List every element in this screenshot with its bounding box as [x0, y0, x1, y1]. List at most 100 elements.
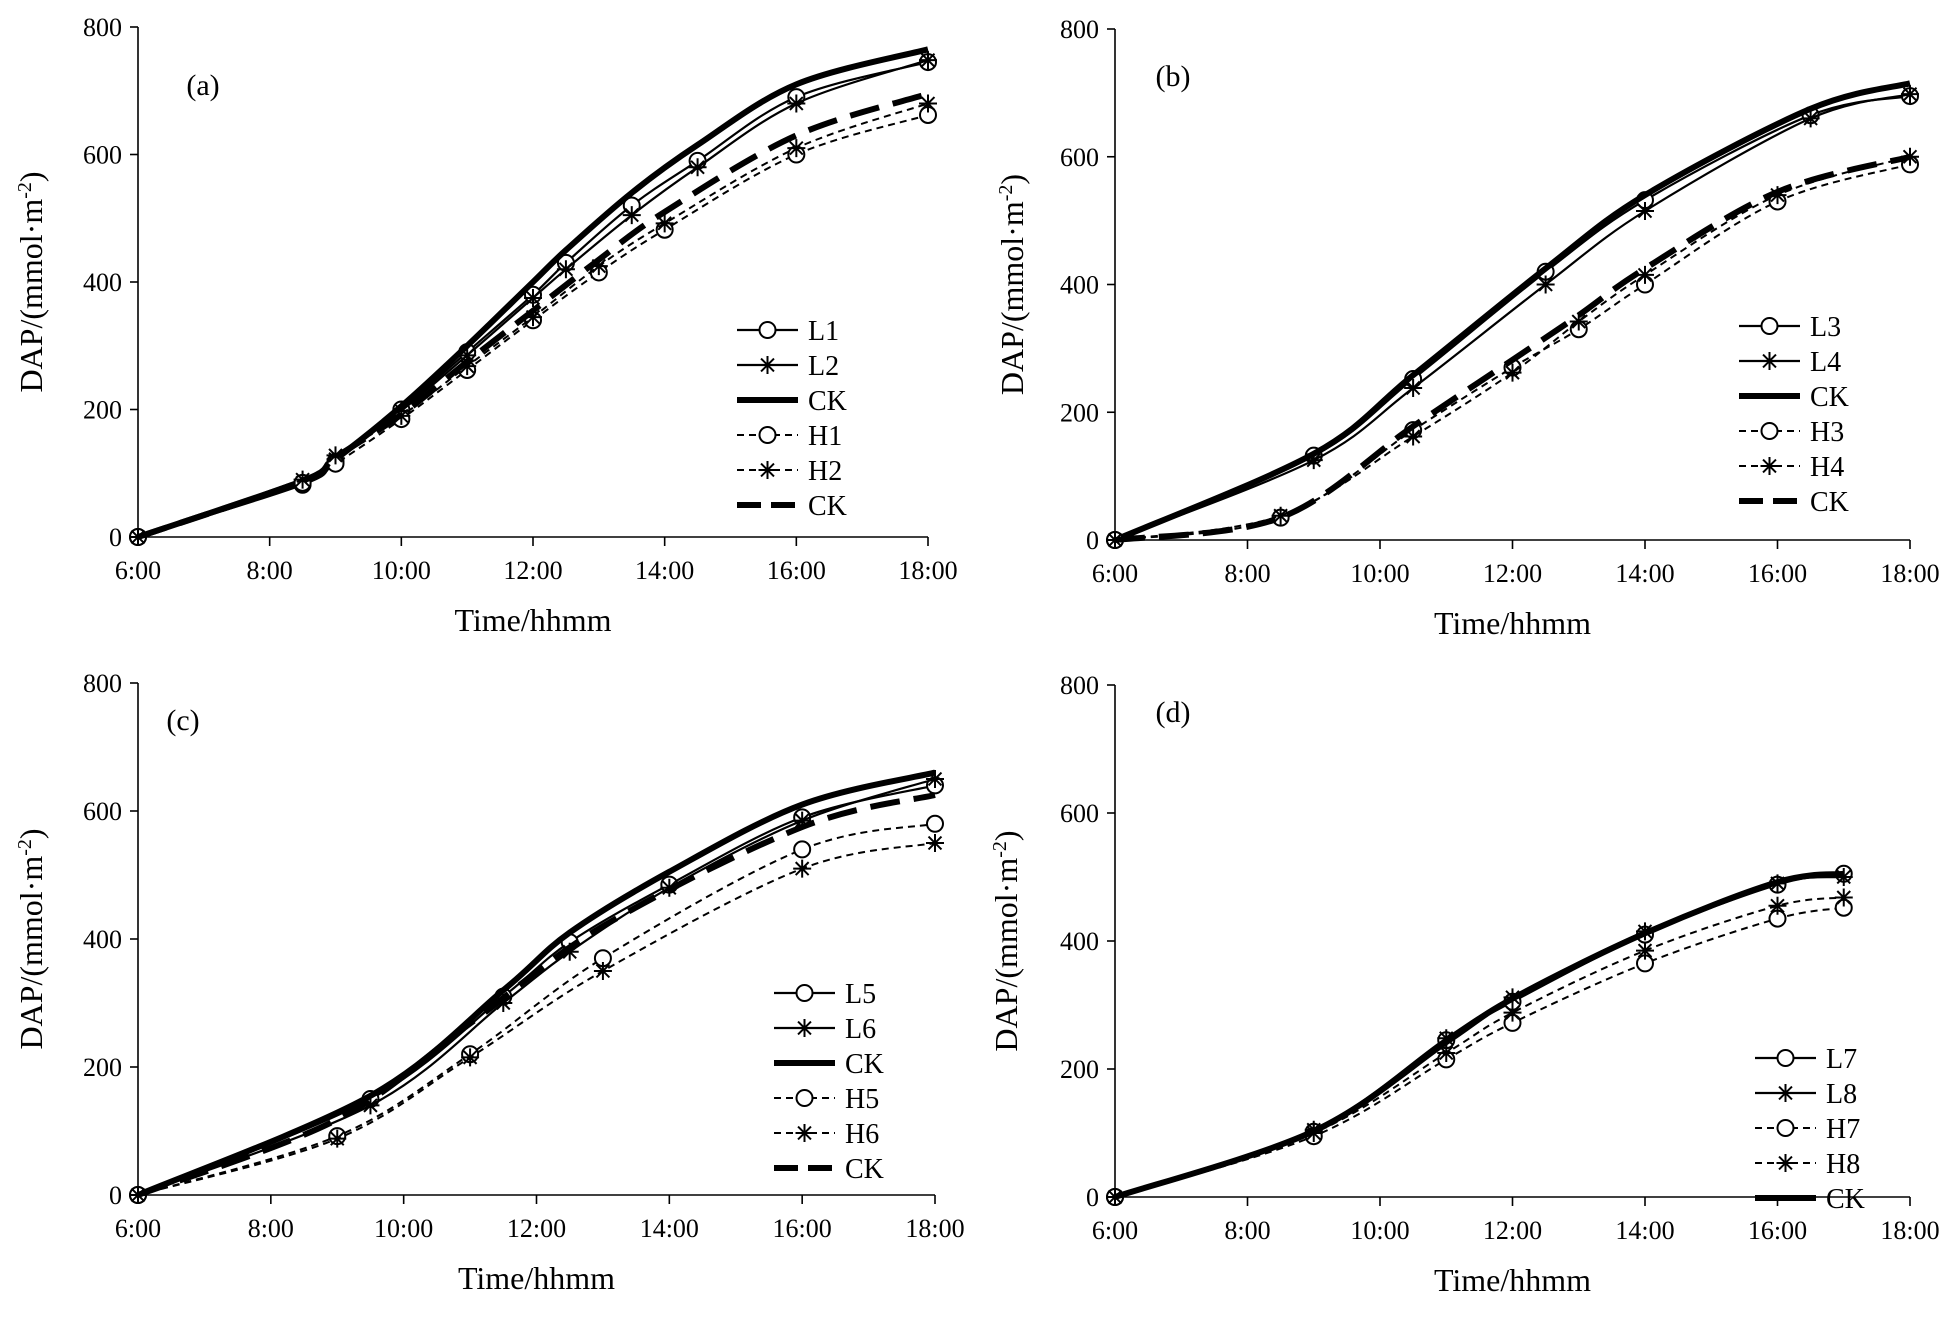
legend-label: L7: [1826, 1044, 1857, 1075]
x-axis-title: Time/hhmm: [1434, 605, 1591, 641]
x-axis-title: Time/hhmm: [458, 1260, 615, 1296]
data-point-l4: [1304, 451, 1323, 470]
data-point-h5: [793, 840, 812, 859]
y-tick-label: 200: [83, 1053, 122, 1082]
legend-marker: [758, 321, 777, 339]
data-point-l2: [787, 94, 806, 113]
y-axis-title: DAP/(mmol·m-2): [13, 828, 49, 1049]
x-tick-label: 14:00: [640, 1214, 699, 1243]
legend-marker: [1760, 352, 1779, 370]
y-tick-label: 0: [1086, 1183, 1099, 1212]
series-line-h5: [137, 822, 936, 1196]
data-point-h4: [1271, 506, 1290, 525]
data-point-l4: [1404, 378, 1423, 397]
data-point-h8: [1636, 941, 1654, 960]
legend-marker: [1760, 422, 1779, 440]
x-tick-label: 12:00: [1483, 559, 1542, 588]
legend-marker: [1776, 1154, 1795, 1172]
legend-label: L8: [1826, 1079, 1857, 1110]
chart-panel-a: 0 200 400 600 800 6:00 8:00 10:00 12:00 14:00 16:0…: [13, 13, 958, 638]
x-tick-label: 16:00: [1748, 1216, 1807, 1245]
legend-marker: [758, 426, 777, 444]
legend-label: CK: [845, 1154, 884, 1185]
data-point-h2: [655, 214, 674, 233]
data-point-h4: [1404, 427, 1423, 446]
data-point-h4: [1569, 312, 1588, 331]
data-point-l4: [1901, 85, 1919, 104]
legend-label: CK: [1810, 382, 1849, 413]
chart-panel-b: 0 200 400 600 800 6:00 8:00 10:00 12:00 14:00 16:0…: [994, 15, 1940, 641]
legend-label: CK: [1810, 487, 1849, 518]
data-point-h2: [919, 94, 937, 113]
legend-label: L6: [845, 1014, 876, 1045]
panel-label: (c): [166, 704, 199, 737]
legend-marker: [1760, 317, 1779, 335]
data-point-h6: [593, 962, 612, 980]
data-point-h2: [458, 357, 477, 376]
data-point-l2: [688, 158, 707, 177]
x-tick-label: 16:00: [773, 1214, 832, 1243]
y-tick-label: 800: [83, 13, 122, 42]
x-tick-label: 10:00: [374, 1214, 433, 1243]
panel-label: (b): [1156, 60, 1191, 93]
x-tick-label: 12:00: [503, 556, 562, 585]
legend-label: CK: [808, 386, 847, 417]
data-point-l2: [556, 260, 575, 279]
series-line-ck: [137, 91, 929, 540]
series-line-ck: [1114, 870, 1845, 1200]
data-point-h4: [1901, 147, 1919, 166]
legend-marker: [795, 1089, 814, 1107]
legend-marker: [1776, 1084, 1795, 1102]
x-tick-label: 14:00: [1615, 1216, 1674, 1245]
data-point-h2: [589, 257, 608, 276]
legend-label: H1: [808, 421, 842, 452]
x-tick-label: 8:00: [247, 556, 293, 585]
series-line-h1: [137, 114, 929, 538]
legend-marker: [795, 1019, 814, 1037]
x-tick-label: 8:00: [1224, 1216, 1270, 1245]
data-point-h8: [1437, 1044, 1456, 1062]
series-line-ck: [136, 769, 936, 1198]
y-tick-label: 400: [1060, 271, 1099, 300]
chart-panel-c: 0 200 400 600 800 6:00 8:00 10:00 12:00 14:00 16:0…: [13, 669, 965, 1296]
y-tick-label: 600: [1060, 143, 1099, 172]
x-axis-title: Time/hhmm: [1434, 1262, 1591, 1298]
data-point-l2: [622, 206, 641, 225]
series-line-l4: [1114, 93, 1911, 542]
data-point-l6: [560, 942, 579, 961]
x-tick-label: 18:00: [1880, 1216, 1939, 1245]
legend-label: CK: [1826, 1184, 1865, 1215]
y-tick-label: 200: [83, 396, 122, 425]
data-point-h2: [524, 308, 542, 327]
legend-marker: [1760, 457, 1779, 475]
series-line-l8: [1114, 875, 1844, 1199]
legend-label: H7: [1826, 1114, 1860, 1145]
y-tick-label: 800: [83, 669, 122, 698]
series-line-ck: [136, 792, 936, 1198]
data-point-l6: [494, 994, 513, 1012]
data-point-h6: [328, 1129, 347, 1148]
legend-label: CK: [845, 1049, 884, 1080]
data-point-h8: [1768, 896, 1787, 915]
data-point-h6: [461, 1048, 480, 1067]
data-point-l4: [1636, 202, 1654, 221]
data-point-h2: [326, 446, 345, 465]
x-tick-label: 6:00: [1092, 559, 1138, 588]
legend-label: L4: [1810, 347, 1841, 378]
x-tick-label: 12:00: [507, 1214, 566, 1243]
data-point-h6: [793, 859, 812, 878]
x-axis-title: Time/hhmm: [454, 602, 611, 638]
chart-panel-d: 0 200 400 600 800 6:00 8:00 10:00 12:00 14:00 16:0…: [988, 671, 1940, 1298]
x-tick-label: 6:00: [1092, 1216, 1138, 1245]
y-tick-label: 200: [1060, 1055, 1099, 1084]
y-tick-label: 0: [109, 523, 122, 552]
data-point-l4: [1536, 275, 1555, 294]
series-line-l7: [1114, 872, 1844, 1199]
x-tick-label: 14:00: [1615, 559, 1674, 588]
data-point-l8: [1437, 1029, 1456, 1048]
y-tick-label: 800: [1060, 15, 1099, 44]
legend-label: L1: [808, 316, 839, 347]
legend-label: H5: [845, 1084, 879, 1115]
y-tick-label: 0: [1086, 526, 1099, 555]
